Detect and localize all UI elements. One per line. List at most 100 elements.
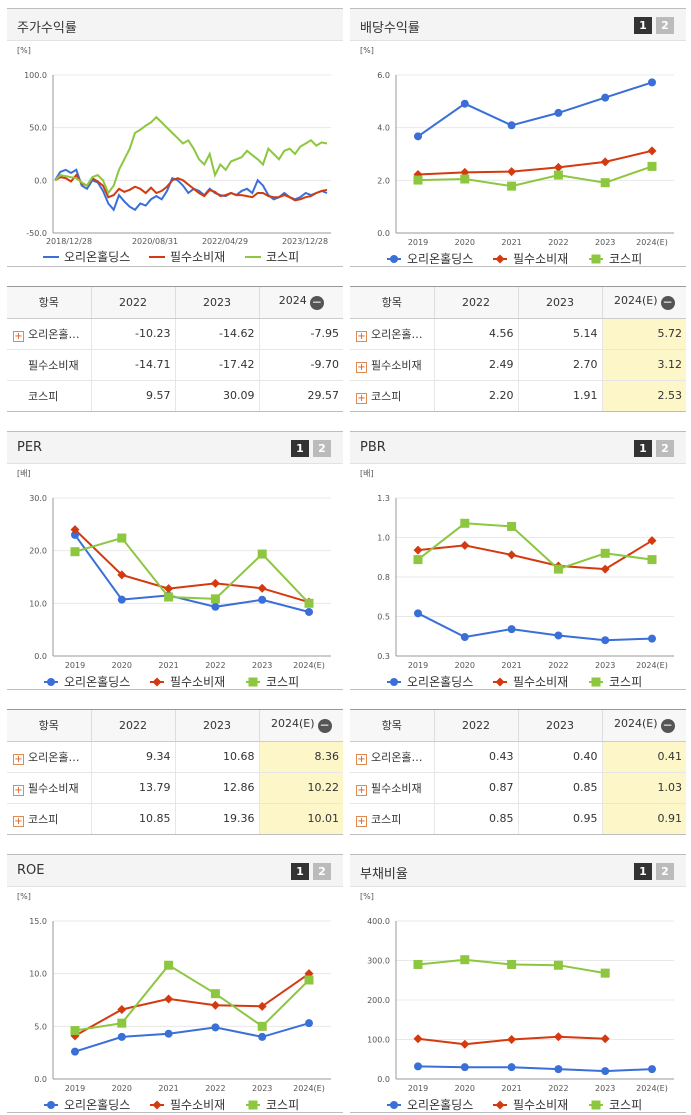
series-line — [74, 536, 310, 604]
collapse-icon[interactable]: − — [660, 718, 675, 734]
collapse-icon[interactable]: − — [309, 295, 324, 311]
row-name: 코스피 — [28, 812, 59, 826]
x-tick-label: 2019 — [408, 661, 428, 670]
expand-icon[interactable]: + — [356, 392, 367, 404]
data-point-square — [553, 170, 563, 180]
data-point-diamond — [507, 1035, 517, 1044]
page-2-button[interactable]: 2 — [313, 863, 331, 880]
row-label[interactable]: + 오리온홀… — [350, 741, 434, 773]
cell: -14.71 — [90, 349, 175, 381]
collapse-icon[interactable]: − — [317, 718, 332, 734]
row-label[interactable]: + 오리온홀… — [7, 741, 91, 773]
data-point-circle — [305, 607, 313, 616]
data-point-diamond — [117, 1004, 127, 1014]
row-label[interactable]: + 필수소비재 — [350, 349, 434, 381]
expand-icon[interactable]: + — [13, 815, 24, 827]
cell: 29.57 — [258, 380, 343, 411]
data-point-diamond — [495, 254, 505, 264]
row-label[interactable]: + 코스피 — [350, 380, 434, 411]
data-point-square — [413, 175, 423, 185]
expand-icon[interactable]: + — [356, 784, 367, 796]
data-point-square — [248, 677, 258, 687]
x-tick-label: 2021 — [158, 661, 178, 670]
data-point-circle — [71, 530, 79, 539]
x-tick-label: 2018/12/28 — [46, 237, 92, 246]
unit-label: [%] — [360, 46, 374, 55]
row-label[interactable]: + 오리온홀… — [7, 318, 91, 350]
x-tick-label: 2020 — [455, 661, 475, 670]
x-tick-label: 2023 — [595, 238, 615, 247]
stock-return-title: 주가수익률 — [17, 21, 77, 36]
debt-header: 부채비율 1 2 — [350, 855, 686, 887]
page-2-button[interactable]: 2 — [656, 17, 674, 34]
data-point-square — [553, 960, 563, 970]
data-point-circle — [47, 1101, 55, 1109]
data-point-circle — [507, 121, 516, 130]
page-1-button[interactable]: 1 — [634, 440, 652, 457]
y-tick-label: 5.0 — [34, 1022, 47, 1031]
row-name: 오리온홀… — [28, 327, 80, 341]
cell: 8.36 — [258, 741, 343, 773]
expand-icon[interactable]: + — [356, 753, 367, 765]
page-1-button[interactable]: 1 — [634, 863, 652, 880]
data-point-circle — [71, 1047, 79, 1056]
expand-icon[interactable]: + — [356, 361, 367, 373]
cell: 0.85 — [433, 803, 518, 834]
page-2-button[interactable]: 2 — [656, 863, 674, 880]
cell: 0.43 — [433, 741, 518, 773]
stock-return-panel: 주가수익률 [%] 100.0 50.0 0.0 -50.0 2018/12/28 2020… — [7, 8, 343, 267]
row-label[interactable]: + 코스피 — [7, 803, 91, 834]
expand-icon[interactable]: + — [13, 330, 24, 342]
data-point-circle — [648, 1065, 656, 1074]
legend-label: 오리온홀딩스 — [407, 1098, 473, 1112]
row-label[interactable]: + 필수소비재 — [7, 772, 91, 804]
x-tick-label: 2020 — [112, 1084, 132, 1093]
page-2-button[interactable]: 2 — [313, 440, 331, 457]
legend-label: 오리온홀딩스 — [64, 1098, 130, 1112]
legend-label: 필수소비재 — [170, 1098, 225, 1112]
expand-icon[interactable]: + — [13, 784, 24, 796]
cell: 9.57 — [90, 380, 175, 411]
data-point-circle — [117, 1032, 126, 1041]
page-2-button[interactable]: 2 — [656, 440, 674, 457]
data-point-square — [164, 960, 174, 970]
legend-label: 필수소비재 — [170, 675, 225, 689]
data-point-square — [164, 592, 174, 602]
page-1-button[interactable]: 1 — [634, 17, 652, 34]
data-point-circle — [117, 595, 126, 604]
roe-header: ROE 1 2 — [7, 855, 343, 887]
y-tick-label: 100.0 — [367, 1036, 390, 1045]
expand-icon[interactable]: + — [356, 815, 367, 827]
legend-label: 코스피 — [609, 1098, 642, 1112]
cell: -17.42 — [174, 349, 259, 381]
data-point-square — [413, 959, 423, 969]
data-point-square — [600, 968, 610, 978]
collapse-icon[interactable]: − — [660, 295, 675, 311]
series-line — [54, 173, 328, 202]
unit-label: [배] — [17, 469, 31, 478]
data-point-circle — [648, 78, 656, 87]
row-label[interactable]: + 필수소비재 — [350, 772, 434, 804]
expand-icon[interactable]: + — [13, 753, 24, 765]
page-1-button[interactable]: 1 — [291, 863, 309, 880]
cell: 3.12 — [601, 349, 686, 381]
table-row: + 오리온홀… 4.56 5.14 5.72 — [350, 318, 686, 350]
col-header: 2022 — [433, 710, 518, 742]
x-tick-label: 2022 — [548, 661, 568, 670]
dividend-title: 배당수익률 — [360, 21, 420, 36]
page-1-button[interactable]: 1 — [291, 440, 309, 457]
data-point-square — [460, 174, 470, 184]
col-header: 2024(E) — [270, 717, 315, 731]
y-tick-label: -50.0 — [26, 229, 47, 238]
per-table: 항목 2022 2023 2024(E) − + 오리온홀… 9.34 10.68 … — [7, 709, 343, 835]
data-point-circle — [258, 1032, 267, 1041]
expand-icon[interactable]: + — [356, 330, 367, 342]
x-tick-label: 2022/04/29 — [202, 237, 248, 246]
data-point-square — [248, 1100, 258, 1110]
data-point-circle — [211, 1023, 220, 1032]
row-label[interactable]: + 오리온홀… — [350, 318, 434, 350]
data-point-square — [460, 518, 470, 528]
x-tick-label: 2021 — [501, 661, 521, 670]
top-strip — [0, 0, 691, 6]
row-label[interactable]: + 코스피 — [350, 803, 434, 834]
